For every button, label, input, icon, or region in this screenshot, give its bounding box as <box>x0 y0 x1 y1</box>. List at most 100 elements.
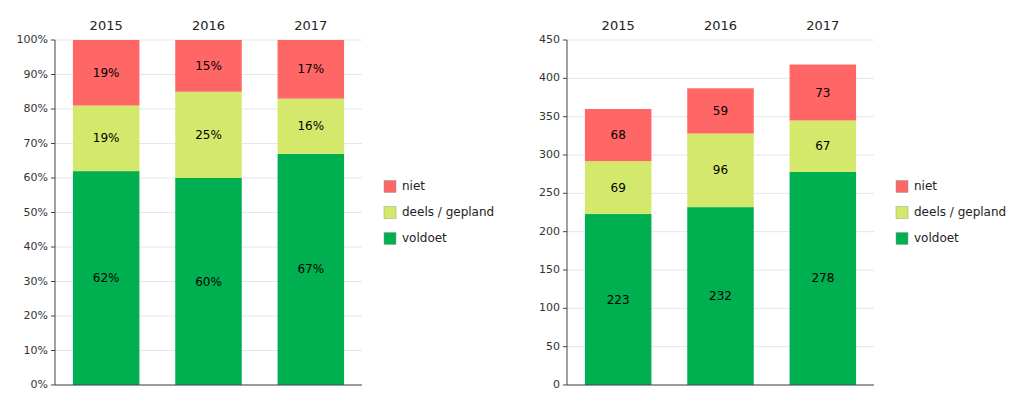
y-tick-label: 350 <box>539 110 560 123</box>
legend-swatch <box>384 207 396 219</box>
x-tick-label: 2015 <box>90 18 123 33</box>
y-tick <box>51 316 55 317</box>
data-label: 17% <box>297 62 324 76</box>
x-tick-label: 2017 <box>806 18 839 33</box>
x-tick-label: 2016 <box>192 18 225 33</box>
bar-segment <box>585 161 652 214</box>
y-tick <box>563 308 567 309</box>
data-label: 278 <box>811 271 834 285</box>
legend-swatch <box>896 207 908 219</box>
data-label: 15% <box>195 59 222 73</box>
legend-label: deels / gepland <box>402 205 494 219</box>
y-tick-label: 450 <box>539 33 560 46</box>
legend-label: niet <box>402 179 425 193</box>
y-tick <box>51 178 55 179</box>
chart-root: 0%10%20%30%40%50%60%70%80%90%100%62%60%6… <box>0 0 1024 407</box>
y-tick-label: 250 <box>539 186 560 199</box>
y-tick-label: 0 <box>553 378 560 391</box>
data-label: 69 <box>611 181 626 195</box>
data-label: 232 <box>709 289 732 303</box>
bar-segment <box>73 106 140 172</box>
bar-segment <box>278 154 345 385</box>
y-tick-label: 30% <box>24 275 48 288</box>
x-axis-line <box>567 385 874 386</box>
y-tick <box>563 385 567 386</box>
y-tick <box>51 109 55 110</box>
legend-label: niet <box>914 179 937 193</box>
y-tick-label: 70% <box>24 137 48 150</box>
bars <box>73 40 344 385</box>
y-tick-label: 80% <box>24 102 48 115</box>
data-label: 16% <box>297 119 324 133</box>
legend: niet deels / gepland voldoet <box>896 179 1006 245</box>
y-tick <box>51 74 55 75</box>
y-tick-label: 20% <box>24 309 48 322</box>
bar-segment <box>175 92 242 178</box>
grid-line <box>567 40 874 41</box>
y-tick-label: 100% <box>17 33 48 46</box>
y-tick-label: 300 <box>539 148 560 161</box>
chart-svg: 0%10%20%30%40%50%60%70%80%90%100%62%60%6… <box>0 0 1024 407</box>
y-tick <box>51 40 55 41</box>
y-tick <box>51 143 55 144</box>
y-tick-label: 10% <box>24 344 48 357</box>
y-tick <box>51 385 55 386</box>
bar-segment <box>175 40 242 92</box>
y-tick <box>563 155 567 156</box>
bars <box>585 65 856 385</box>
chart-panel: 0501001502002503003504004502232322786996… <box>539 18 1006 391</box>
legend-label: voldoet <box>402 231 447 245</box>
data-label: 73 <box>815 86 830 100</box>
y-tick <box>51 350 55 351</box>
y-tick-label: 100 <box>539 301 560 314</box>
grid-line <box>567 385 874 386</box>
bar-segment <box>585 109 652 161</box>
data-labels: 62%60%67%19%25%16%19%15%17% <box>93 59 324 289</box>
bar-segment <box>790 121 857 172</box>
legend-swatch <box>384 233 396 245</box>
bar-segment <box>687 207 754 385</box>
y-tick-label: 50% <box>24 206 48 219</box>
y-axis-line <box>567 40 568 385</box>
data-label: 25% <box>195 128 222 142</box>
data-label: 60% <box>195 275 222 289</box>
y-tick-label: 400 <box>539 71 560 84</box>
data-label: 67 <box>815 139 830 153</box>
bar-segment <box>73 40 140 106</box>
x-axis-line <box>55 385 362 386</box>
x-tick-label: 2015 <box>602 18 635 33</box>
legend-swatch <box>384 181 396 193</box>
bar-segment <box>585 214 652 385</box>
y-tick <box>563 78 567 79</box>
data-label: 19% <box>93 131 120 145</box>
legend-label: voldoet <box>914 231 959 245</box>
bar-segment <box>790 65 857 121</box>
y-tick-label: 50 <box>546 340 560 353</box>
data-label: 59 <box>713 104 728 118</box>
y-tick-label: 0% <box>31 378 48 391</box>
data-labels: 223232278699667685973 <box>607 86 835 307</box>
y-axis-line <box>55 40 56 385</box>
legend-label: deels / gepland <box>914 205 1006 219</box>
data-label: 96 <box>713 163 728 177</box>
y-tick <box>51 247 55 248</box>
data-label: 68 <box>611 128 626 142</box>
y-tick <box>563 193 567 194</box>
data-label: 62% <box>93 271 120 285</box>
y-tick-label: 90% <box>24 68 48 81</box>
legend-swatch <box>896 181 908 193</box>
y-tick-label: 200 <box>539 225 560 238</box>
y-tick <box>563 116 567 117</box>
legend: niet deels / gepland voldoet <box>384 179 494 245</box>
y-tick <box>563 40 567 41</box>
y-tick-label: 40% <box>24 240 48 253</box>
bar-segment <box>278 99 345 154</box>
bar-segment <box>278 40 345 99</box>
data-label: 67% <box>297 262 324 276</box>
y-tick <box>563 346 567 347</box>
y-tick <box>51 212 55 213</box>
bar-segment <box>73 171 140 385</box>
bar-segment <box>790 172 857 385</box>
bar-segment <box>687 134 754 208</box>
grid-line <box>55 385 362 386</box>
